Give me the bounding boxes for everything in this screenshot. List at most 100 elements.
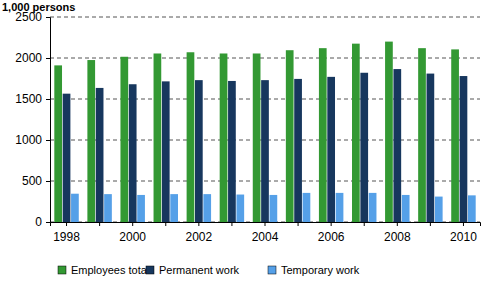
y-axis-title: 1,000 persons [2, 1, 75, 13]
bar [319, 48, 327, 222]
y-tick-label: 1000 [15, 133, 42, 147]
legend-item: Employees total [58, 264, 149, 276]
y-tick: 500 [22, 174, 50, 188]
bar [54, 65, 62, 222]
bar [195, 80, 203, 222]
bar [87, 60, 95, 222]
x-tick-mark [463, 222, 464, 226]
bar [154, 53, 162, 222]
x-tick-label: 2008 [384, 230, 411, 244]
grid-line [50, 58, 480, 59]
legend-swatch [58, 266, 66, 274]
y-tick-mark [46, 99, 50, 100]
y-tick-mark [46, 17, 50, 18]
x-axis-line [51, 223, 481, 227]
bar [253, 53, 261, 222]
bar [63, 94, 71, 222]
legend: Employees total Permanent work Temporary w… [58, 264, 360, 276]
y-tick: 0 [35, 215, 50, 229]
bars [54, 42, 475, 222]
x-tick: 2002 [185, 222, 212, 244]
bar [369, 193, 377, 222]
x-tick-mark [397, 222, 398, 226]
bar [137, 195, 145, 222]
x-tick-mark [364, 222, 365, 226]
chart: 0500100015002000250019982000200220042006… [0, 0, 482, 290]
x-tick: 2004 [252, 222, 279, 244]
x-tick-label: 2010 [450, 230, 477, 244]
x-tick [231, 222, 232, 226]
bar [418, 48, 426, 222]
bar [228, 81, 236, 222]
bar [352, 44, 360, 222]
x-tick-mark [231, 222, 232, 226]
bar [468, 195, 476, 222]
legend-swatch [268, 266, 276, 274]
x-axis: 1998 2000 2002 2004 2006 2008 2010 [51, 222, 481, 244]
legend-swatch [146, 266, 154, 274]
x-tick-label: 2006 [318, 230, 345, 244]
y-tick-label: 500 [22, 174, 42, 188]
x-tick-mark [298, 222, 299, 226]
y-tick-mark [46, 58, 50, 59]
x-tick: 2010 [450, 222, 477, 244]
bar [336, 193, 344, 222]
y-tick-mark [46, 140, 50, 141]
x-tick [99, 222, 100, 226]
bar [104, 194, 112, 222]
bar [129, 84, 137, 222]
x-tick [430, 222, 431, 226]
bar [327, 77, 335, 222]
bar [170, 194, 178, 222]
bar [203, 194, 211, 222]
legend-item: Permanent work [146, 264, 240, 276]
y-axis: 05001000150020002500 [15, 10, 50, 229]
grid [50, 17, 480, 222]
x-tick-mark [99, 222, 100, 226]
x-tick-mark [430, 222, 431, 226]
bar [360, 73, 368, 222]
x-tick-label: 2002 [185, 230, 212, 244]
y-tick: 2000 [15, 51, 50, 65]
bar [71, 194, 79, 222]
y-tick-label: 0 [35, 215, 42, 229]
y-tick-label: 1500 [15, 92, 42, 106]
x-tick: 2000 [119, 222, 146, 244]
x-tick-label: 2000 [119, 230, 146, 244]
x-tick-mark [265, 222, 266, 226]
bar [427, 74, 435, 222]
bar [162, 81, 170, 222]
bar [270, 195, 278, 222]
bar [294, 79, 302, 222]
y-axis-line [46, 18, 51, 223]
x-tick: 2006 [318, 222, 345, 244]
bar [187, 52, 195, 222]
x-tick [165, 222, 166, 226]
y-tick: 1000 [15, 133, 50, 147]
legend-label: Permanent work [159, 264, 240, 276]
y-tick: 1500 [15, 92, 50, 106]
bar [435, 197, 443, 222]
x-tick-mark [66, 222, 67, 226]
x-tick-label: 2004 [252, 230, 279, 244]
legend-label: Employees total [71, 264, 149, 276]
legend-item: Temporary work [268, 264, 360, 276]
bar [96, 88, 104, 222]
bar [220, 53, 228, 222]
x-tick-mark [198, 222, 199, 226]
bar [303, 193, 311, 222]
legend-label: Temporary work [281, 264, 360, 276]
x-tick [364, 222, 365, 226]
bar [261, 80, 269, 222]
bar [286, 50, 294, 222]
bar [402, 195, 410, 222]
bar [120, 57, 128, 222]
x-tick-mark [132, 222, 133, 226]
y-tick-mark [46, 181, 50, 182]
bar [236, 195, 244, 222]
x-tick: 1998 [53, 222, 80, 244]
bar [393, 69, 401, 222]
plot: 0500100015002000250019982000200220042006… [15, 10, 480, 243]
y-tick-mark [46, 222, 50, 223]
grid-line [50, 17, 480, 18]
